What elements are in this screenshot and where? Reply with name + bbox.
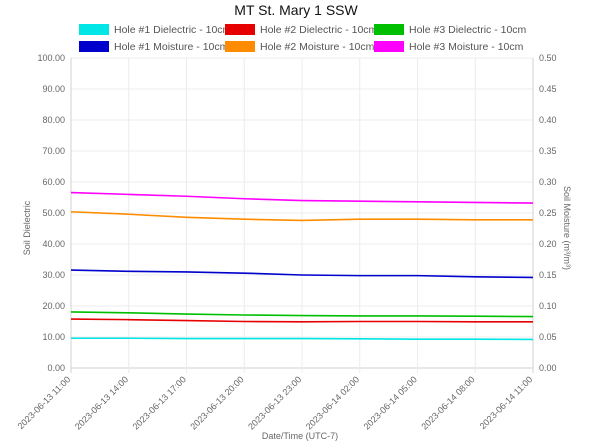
legend-label: Hole #3 Dielectric - 10cm [409, 24, 527, 36]
legend-label: Hole #3 Moisture - 10cm [409, 41, 524, 53]
y-tick-label: 90.00 [42, 84, 65, 94]
legend-swatch [374, 24, 404, 35]
y-tick-label: 50.00 [42, 208, 65, 218]
series-line [70, 318, 533, 323]
right-y-axis-ticks: 0.00 0.05 0.10 0.15 0.20 0.25 0.30 0.35 0.40 0.45… [539, 53, 557, 373]
y-tick-label: 0.00 [47, 363, 65, 373]
y2-tick-label: 0.40 [539, 115, 557, 125]
legend: Hole #1 Dielectric - 10cm Hole #2 Dielect… [79, 24, 527, 53]
series-line [70, 191, 534, 204]
y2-tick-label: 0.20 [539, 239, 557, 249]
series-line [70, 311, 534, 318]
x-tick-label: 2023-06-14 05:00 [362, 374, 419, 431]
legend-label: Hole #1 Dielectric - 10cm [114, 24, 232, 36]
legend-swatch [374, 41, 404, 52]
y2-tick-label: 0.30 [539, 177, 557, 187]
y-tick-label: 10.00 [42, 332, 65, 342]
legend-label: Hole #1 Moisture - 10cm [114, 41, 229, 53]
legend-swatch [79, 41, 109, 52]
y-tick-label: 60.00 [42, 177, 65, 187]
x-tick-label: 2023-06-14 08:00 [419, 374, 476, 431]
x-tick-label: 2023-06-14 02:00 [304, 374, 361, 431]
y-tick-label: 70.00 [42, 146, 65, 156]
legend-label: Hole #2 Dielectric - 10cm [260, 24, 378, 36]
y-axis-label: Soil Dielectric [22, 200, 32, 255]
left-y-axis-ticks: 0.00 10.00 20.00 30.00 40.00 50.00 60.00 70.00 8… [37, 53, 65, 373]
y-tick-label: 30.00 [42, 270, 65, 280]
x-tick-label: 2023-06-13 11:00 [16, 374, 73, 431]
series-line [70, 269, 534, 279]
x-tick-label: 2023-06-14 11:00 [478, 374, 535, 431]
y2-tick-label: 0.45 [539, 84, 557, 94]
y-tick-label: 80.00 [42, 115, 65, 125]
y-tick-label: 20.00 [42, 301, 65, 311]
legend-swatch [79, 24, 109, 35]
legend-label: Hole #2 Moisture - 10cm [260, 41, 375, 53]
series-line [70, 210, 533, 222]
y2-tick-label: 0.25 [539, 208, 557, 218]
y2-tick-label: 0.05 [539, 332, 557, 342]
chart-title: MT St. Mary 1 SSW [234, 2, 358, 18]
y2-tick-label: 0.00 [539, 363, 557, 373]
y2-tick-label: 0.50 [539, 53, 557, 63]
x-tick-label: 2023-06-13 20:00 [188, 374, 245, 431]
legend-swatch [225, 24, 255, 35]
y-tick-label: 100.00 [37, 53, 65, 63]
x-tick-label: 2023-06-13 17:00 [131, 374, 188, 431]
y2-tick-label: 0.10 [539, 301, 557, 311]
x-axis-ticks: 2023-06-13 11:00 2023-06-13 14:00 2023-06-… [16, 374, 535, 431]
series-line [71, 337, 534, 341]
x-tick-label: 2023-06-13 14:00 [73, 374, 130, 431]
series-lines [70, 191, 534, 341]
y2-tick-label: 0.15 [539, 270, 557, 280]
x-tick-label: 2023-06-13 23:00 [246, 374, 303, 431]
y2-axis-label: Soil Moisture (m³/m³) [562, 186, 572, 270]
legend-swatch [225, 41, 255, 52]
x-axis-label: Date/Time (UTC-7) [262, 431, 338, 441]
y2-tick-label: 0.35 [539, 146, 557, 156]
y-tick-label: 40.00 [42, 239, 65, 249]
